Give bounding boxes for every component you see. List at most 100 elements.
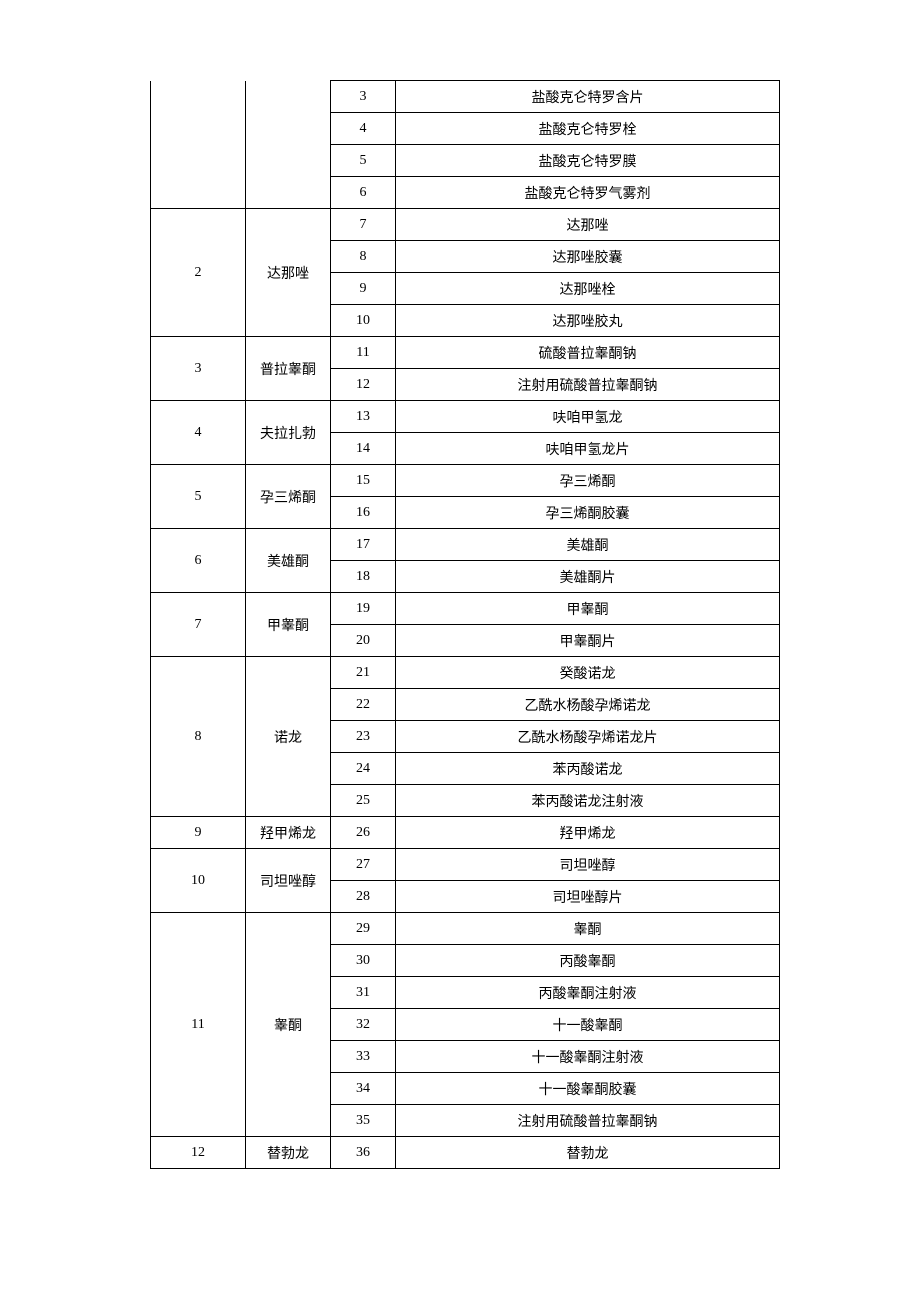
item-name-cell: 甲睾酮 [396,593,780,625]
item-name-cell: 呋咱甲氢龙 [396,401,780,433]
table-row: 6美雄酮17美雄酮 [151,529,780,561]
table-row: 10司坦唑醇27司坦唑醇 [151,849,780,881]
item-number-cell: 31 [331,977,396,1009]
item-name-cell: 十一酸睾酮注射液 [396,1041,780,1073]
item-name-cell: 丙酸睾酮注射液 [396,977,780,1009]
item-name-cell: 盐酸克仑特罗含片 [396,81,780,113]
item-number-cell: 23 [331,721,396,753]
category-cell: 美雄酮 [246,529,331,593]
group-number-cell: 8 [151,657,246,817]
item-number-cell: 5 [331,145,396,177]
item-number-cell: 12 [331,369,396,401]
item-name-cell: 乙酰水杨酸孕烯诺龙 [396,689,780,721]
item-number-cell: 33 [331,1041,396,1073]
item-number-cell: 6 [331,177,396,209]
item-number-cell: 35 [331,1105,396,1137]
item-name-cell: 孕三烯酮 [396,465,780,497]
item-name-cell: 十一酸睾酮胶囊 [396,1073,780,1105]
item-number-cell: 34 [331,1073,396,1105]
item-number-cell: 21 [331,657,396,689]
item-name-cell: 达那唑胶丸 [396,305,780,337]
group-number-cell: 10 [151,849,246,913]
item-number-cell: 32 [331,1009,396,1041]
item-name-cell: 达那唑胶囊 [396,241,780,273]
item-number-cell: 28 [331,881,396,913]
item-number-cell: 27 [331,849,396,881]
item-number-cell: 9 [331,273,396,305]
item-number-cell: 15 [331,465,396,497]
item-number-cell: 13 [331,401,396,433]
item-number-cell: 30 [331,945,396,977]
category-cell [246,81,331,209]
item-name-cell: 丙酸睾酮 [396,945,780,977]
item-name-cell: 替勃龙 [396,1137,780,1169]
item-name-cell: 盐酸克仑特罗膜 [396,145,780,177]
group-number-cell: 11 [151,913,246,1137]
category-cell: 普拉睾酮 [246,337,331,401]
item-name-cell: 十一酸睾酮 [396,1009,780,1041]
category-cell: 睾酮 [246,913,331,1137]
item-number-cell: 20 [331,625,396,657]
item-number-cell: 4 [331,113,396,145]
item-name-cell: 盐酸克仑特罗栓 [396,113,780,145]
table-row: 7甲睾酮19甲睾酮 [151,593,780,625]
item-number-cell: 29 [331,913,396,945]
group-number-cell: 5 [151,465,246,529]
item-number-cell: 14 [331,433,396,465]
group-number-cell: 3 [151,337,246,401]
item-number-cell: 18 [331,561,396,593]
item-number-cell: 24 [331,753,396,785]
item-name-cell: 硫酸普拉睾酮钠 [396,337,780,369]
category-cell: 达那唑 [246,209,331,337]
item-name-cell: 孕三烯酮胶囊 [396,497,780,529]
table-row: 3盐酸克仑特罗含片 [151,81,780,113]
item-name-cell: 美雄酮 [396,529,780,561]
item-number-cell: 7 [331,209,396,241]
group-number-cell: 9 [151,817,246,849]
item-name-cell: 癸酸诺龙 [396,657,780,689]
group-number-cell: 4 [151,401,246,465]
item-name-cell: 甲睾酮片 [396,625,780,657]
item-number-cell: 10 [331,305,396,337]
item-name-cell: 司坦唑醇片 [396,881,780,913]
category-cell: 甲睾酮 [246,593,331,657]
table-row: 2达那唑7达那唑 [151,209,780,241]
group-number-cell [151,81,246,209]
item-number-cell: 17 [331,529,396,561]
item-name-cell: 苯丙酸诺龙 [396,753,780,785]
group-number-cell: 2 [151,209,246,337]
item-number-cell: 36 [331,1137,396,1169]
group-number-cell: 7 [151,593,246,657]
category-cell: 羟甲烯龙 [246,817,331,849]
item-name-cell: 注射用硫酸普拉睾酮钠 [396,1105,780,1137]
category-cell: 司坦唑醇 [246,849,331,913]
item-name-cell: 美雄酮片 [396,561,780,593]
item-name-cell: 盐酸克仑特罗气雾剂 [396,177,780,209]
category-cell: 替勃龙 [246,1137,331,1169]
table-row: 5孕三烯酮15孕三烯酮 [151,465,780,497]
category-cell: 诺龙 [246,657,331,817]
item-number-cell: 19 [331,593,396,625]
category-cell: 夫拉扎勃 [246,401,331,465]
table-row: 3普拉睾酮11硫酸普拉睾酮钠 [151,337,780,369]
item-number-cell: 25 [331,785,396,817]
group-number-cell: 12 [151,1137,246,1169]
item-number-cell: 26 [331,817,396,849]
category-cell: 孕三烯酮 [246,465,331,529]
item-name-cell: 苯丙酸诺龙注射液 [396,785,780,817]
item-number-cell: 3 [331,81,396,113]
item-name-cell: 睾酮 [396,913,780,945]
item-name-cell: 乙酰水杨酸孕烯诺龙片 [396,721,780,753]
drug-table: 3盐酸克仑特罗含片4盐酸克仑特罗栓5盐酸克仑特罗膜6盐酸克仑特罗气雾剂2达那唑7… [150,80,780,1169]
item-name-cell: 达那唑栓 [396,273,780,305]
table-row: 4夫拉扎勃13呋咱甲氢龙 [151,401,780,433]
document-page: 3盐酸克仑特罗含片4盐酸克仑特罗栓5盐酸克仑特罗膜6盐酸克仑特罗气雾剂2达那唑7… [0,0,920,1229]
item-number-cell: 11 [331,337,396,369]
item-number-cell: 22 [331,689,396,721]
item-name-cell: 达那唑 [396,209,780,241]
item-name-cell: 司坦唑醇 [396,849,780,881]
item-name-cell: 羟甲烯龙 [396,817,780,849]
table-row: 8诺龙21癸酸诺龙 [151,657,780,689]
table-row: 12替勃龙36替勃龙 [151,1137,780,1169]
group-number-cell: 6 [151,529,246,593]
